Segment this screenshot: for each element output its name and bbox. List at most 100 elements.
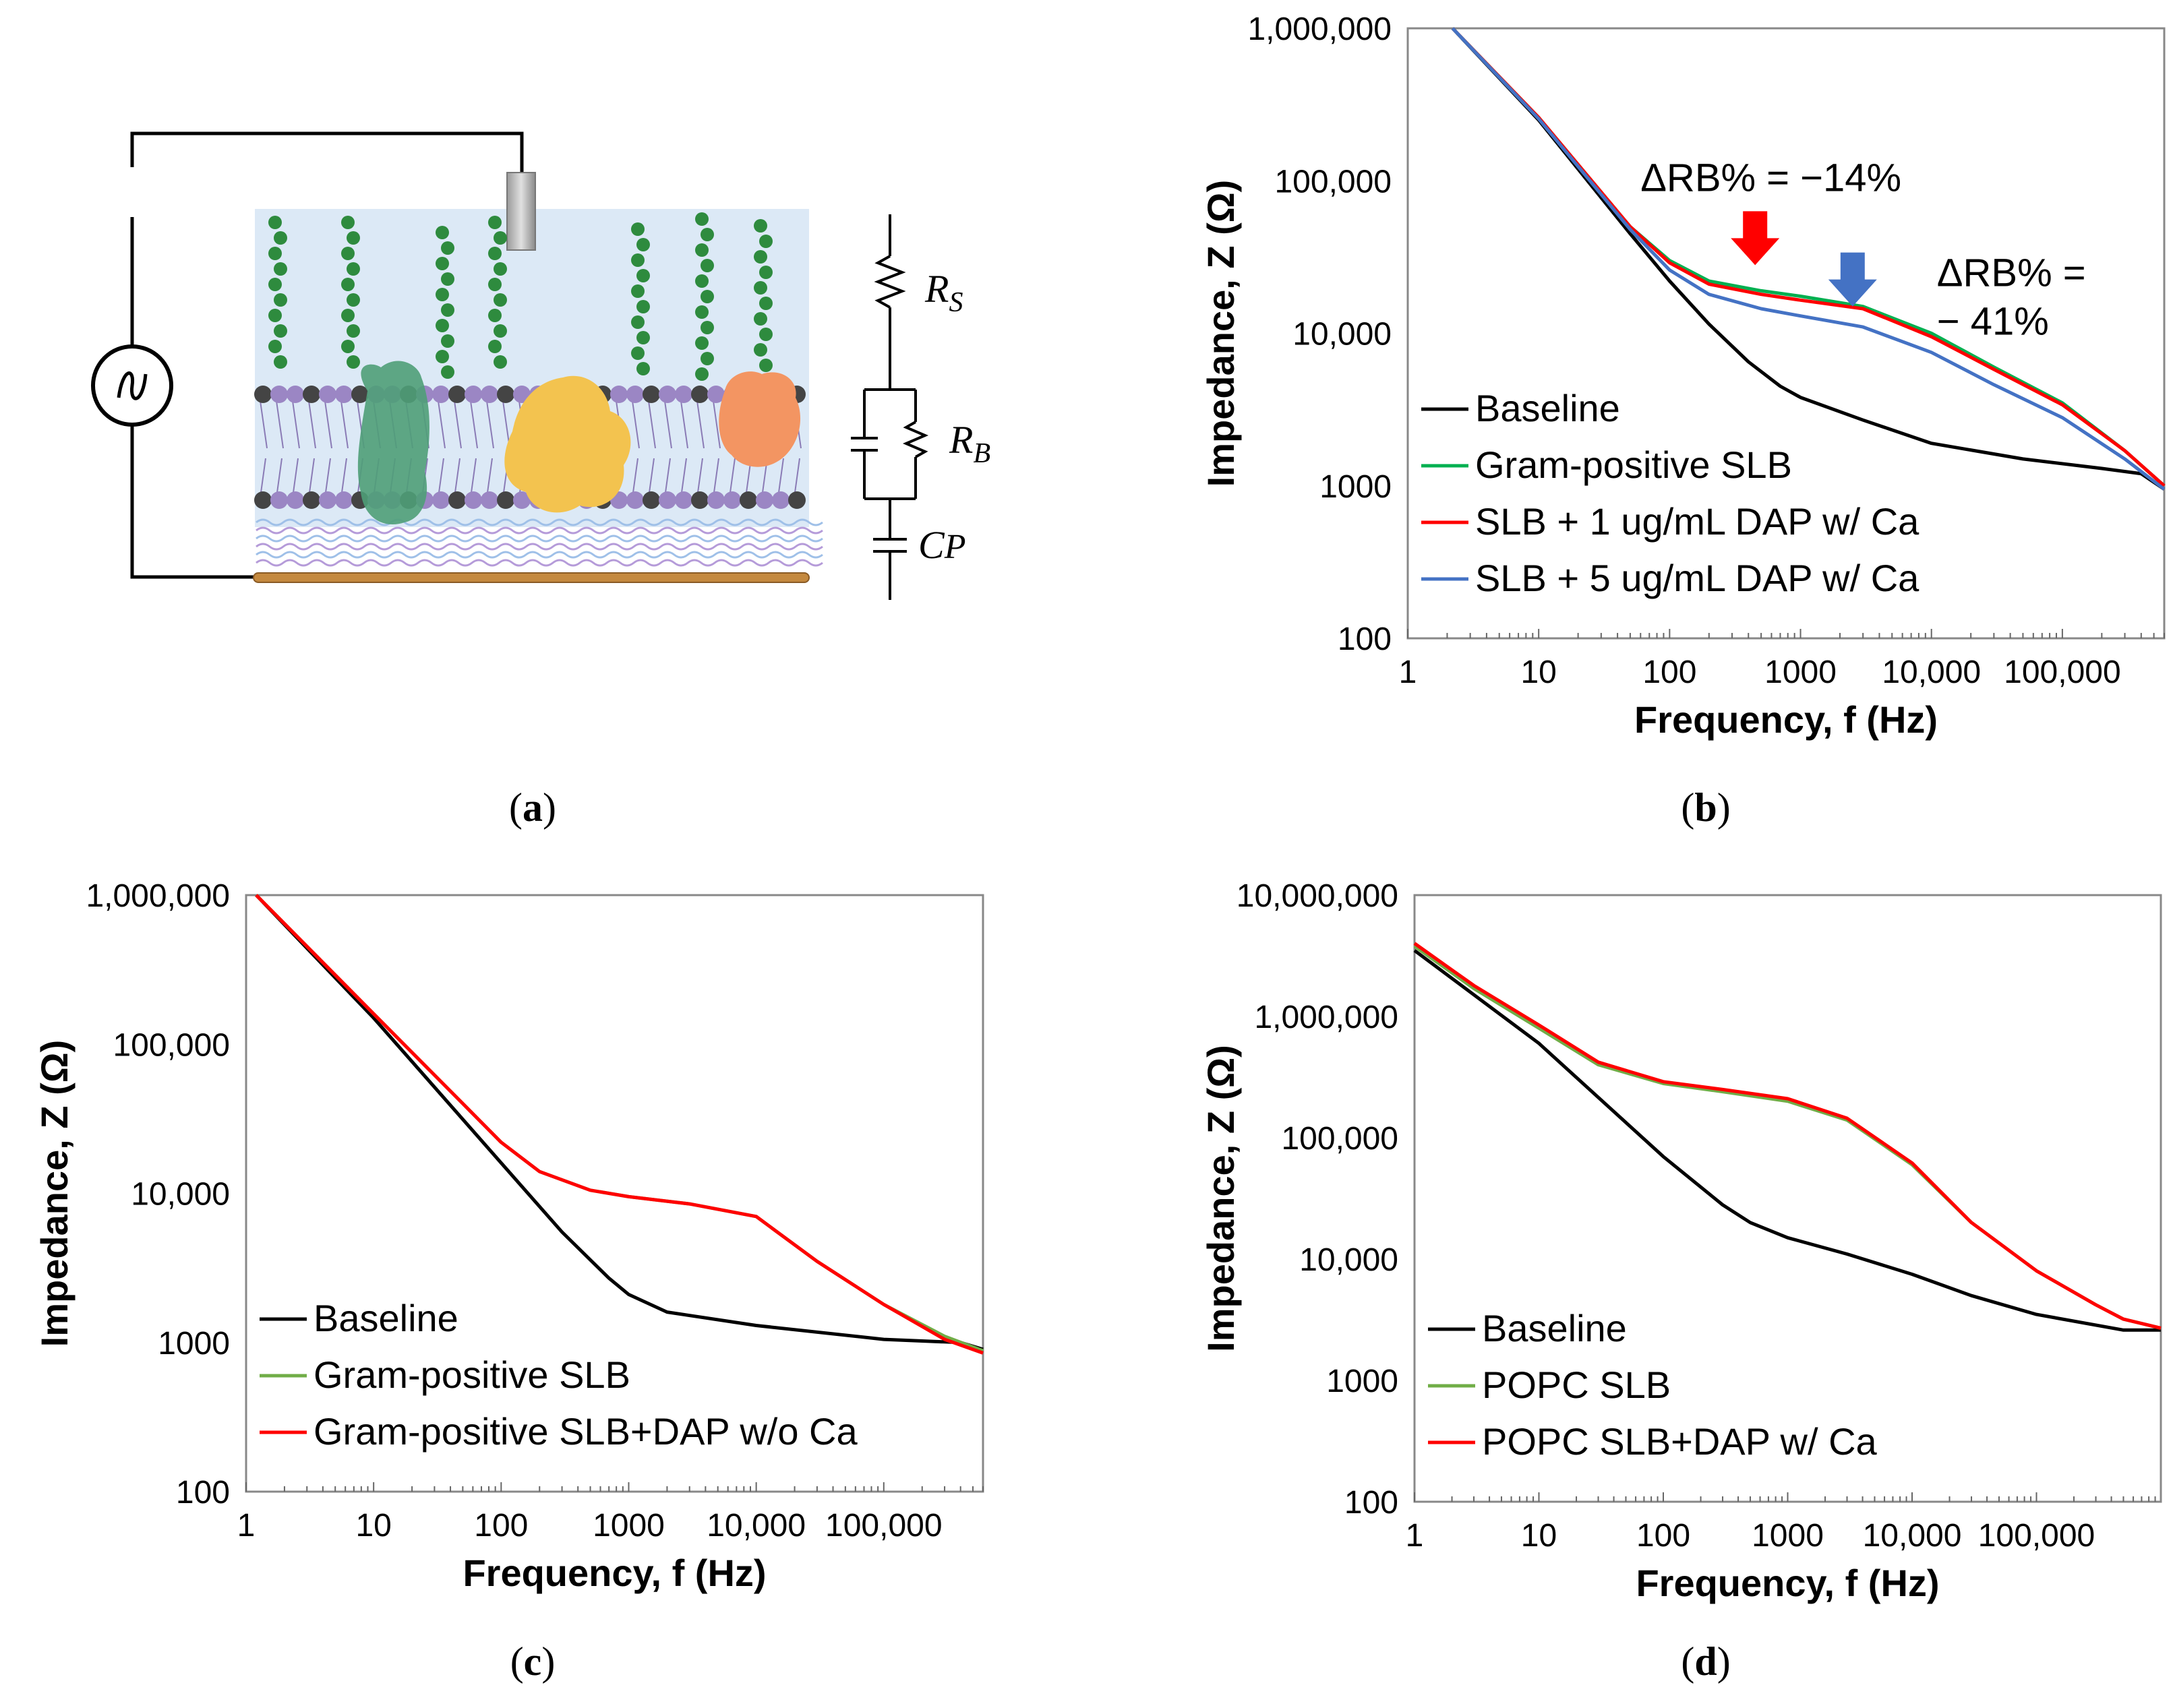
x-axis-label: Frequency, f (Hz) (1636, 1562, 1939, 1604)
monomer-bead (631, 253, 645, 267)
lipid-tail (794, 458, 800, 498)
series-line-3 (1451, 27, 2166, 487)
y-tick-label: 1000 (1326, 1364, 1398, 1399)
annotation-arrow-icon (1731, 211, 1780, 266)
y-axis-label: Impedance, Z (Ω) (1199, 180, 1242, 487)
lipid-tail (340, 400, 349, 449)
lipid-head (513, 491, 531, 509)
chart-d: 100 1000 10,000 100,000 1,000,000 10,000,000 1… (1199, 878, 2162, 1604)
monomer-bead (695, 243, 709, 257)
lipid-tail (276, 400, 284, 449)
cushion-strand (256, 559, 823, 567)
lipid-head (691, 386, 709, 403)
x-tick-label: 100 (1642, 654, 1696, 690)
monomer-bead (436, 350, 449, 363)
lipid-head (270, 491, 288, 509)
lipid-head (643, 386, 660, 403)
lipid-head (707, 386, 725, 403)
monomer-bead (636, 331, 650, 344)
monomer-bead (754, 250, 767, 264)
monomer-bead (695, 367, 709, 381)
x-tick-label: 10,000 (707, 1508, 806, 1544)
monomer-bead (759, 328, 773, 341)
legend-entry: Gram-positive SLB (1475, 444, 1792, 486)
x-tick-label: 10 (355, 1508, 391, 1544)
polymer-cushion (256, 518, 823, 567)
lipid-tail (438, 400, 446, 449)
cushion-strand (256, 535, 823, 543)
y-tick-label: 10,000 (1299, 1242, 1398, 1278)
monomer-bead (341, 216, 355, 229)
monomer-bead (631, 346, 645, 360)
lipid-head (287, 491, 304, 509)
lipid-tail (632, 400, 640, 449)
monomer-bead (347, 262, 360, 276)
panel-label-a: (a) (509, 785, 556, 830)
lipid-tail (454, 400, 462, 449)
monomer-bead (488, 340, 502, 353)
lipid-tail (470, 458, 477, 498)
lipid-head (691, 491, 709, 509)
x-tick-label: 10,000 (1882, 654, 1981, 690)
lipid-tail (324, 458, 331, 498)
panel-label-b: (b) (1681, 785, 1730, 830)
lipid-tail (438, 458, 444, 498)
monomer-bead (268, 309, 282, 322)
monomer-bead (631, 284, 645, 298)
monomer-bead (441, 303, 454, 317)
monomer-bead (701, 290, 714, 303)
y-tick-label: 10,000 (1292, 317, 1392, 353)
panel-a-diagram: RS RB CP (91, 131, 990, 600)
lipid-head (303, 386, 320, 403)
lipid-head (481, 386, 498, 403)
lipid-head (707, 491, 725, 509)
legend-entry: SLB + 1 ug/mL DAP w/ Ca (1475, 500, 1919, 543)
lipid-head (788, 491, 806, 509)
lipid-tail (260, 458, 266, 498)
circuit-wire (130, 131, 524, 174)
monomer-bead (436, 288, 449, 301)
lipid-tail (648, 400, 656, 449)
monomer-bead (341, 309, 355, 322)
x-tick-label: 1000 (1764, 654, 1837, 690)
series-line-3 (255, 894, 984, 1355)
lipid-head (772, 491, 790, 509)
panel-label-d: (d) (1681, 1639, 1730, 1684)
monomer-bead (636, 238, 650, 251)
monomer-bead (494, 293, 507, 307)
monomer-bead (759, 297, 773, 310)
annotation-text: ΔRB% = −14% (1640, 156, 1901, 200)
x-tick-label: 10 (1521, 1518, 1557, 1554)
x-tick-label: 100,000 (2004, 654, 2121, 690)
monomer-bead (341, 340, 355, 353)
lipid-tail (713, 400, 721, 449)
monomer-bead (701, 228, 714, 241)
lipid-tail (486, 400, 494, 449)
y-tick-label: 1000 (158, 1326, 230, 1362)
monomer-bead (347, 231, 360, 245)
protein-yellow-icon (504, 375, 631, 513)
cushion-strand (256, 518, 823, 526)
monomer-bead (494, 355, 507, 369)
lipid-tail (680, 458, 687, 498)
monomer-bead (274, 355, 287, 369)
monomer-bead (347, 324, 360, 338)
protein-green-icon (357, 361, 429, 524)
monomer-bead (347, 355, 360, 369)
series-line-4 (1451, 27, 2166, 491)
monomer-bead (695, 305, 709, 319)
legend-entry: Baseline (314, 1297, 458, 1339)
lipid-tail (648, 458, 655, 498)
legend-entry: Baseline (1482, 1307, 1627, 1349)
plot-frame (1406, 27, 2166, 640)
polymer-chains (268, 212, 773, 381)
lipid-head (659, 386, 676, 403)
monomer-bead (441, 241, 454, 255)
label-rb: RB (949, 418, 990, 469)
resistor-rb-icon (902, 421, 929, 458)
lipid-head (448, 491, 466, 509)
y-tick-label: 100 (1338, 621, 1392, 657)
x-tick-label: 1000 (1752, 1518, 1824, 1554)
x-tick-label: 1 (1399, 654, 1417, 690)
